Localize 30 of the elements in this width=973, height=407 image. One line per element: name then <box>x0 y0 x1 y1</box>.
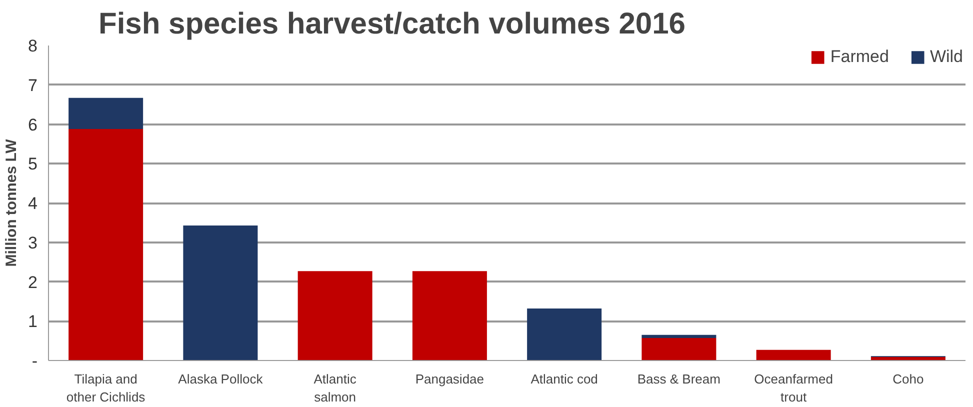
x-tick-label: Atlantic cod <box>530 372 598 386</box>
x-tick-label: Bass & Bream <box>637 372 720 386</box>
bar <box>183 225 258 360</box>
bar <box>642 334 716 338</box>
x-tick-label: Tilapia and other Cichlids <box>66 372 146 404</box>
chart-title: Fish species harvest/catch volumes 2016 <box>98 8 686 40</box>
x-tick-label: Pangasidae <box>415 372 484 386</box>
bar <box>298 271 372 360</box>
y-tick-label: 7 <box>28 76 38 95</box>
y-tick-label: 2 <box>28 272 38 292</box>
legend-label: Farmed <box>830 47 889 67</box>
legend-label: Wild <box>930 47 963 67</box>
bar <box>756 350 831 360</box>
bar <box>412 271 487 360</box>
y-tick-label: 1 <box>28 312 38 332</box>
x-tick-label: Alaska Pollock <box>178 372 264 386</box>
bar <box>527 308 602 360</box>
y-tick-label: - <box>32 352 38 370</box>
bar <box>68 128 144 360</box>
x-tick-label: Oceanfarmed trout <box>754 372 833 404</box>
bar <box>642 338 716 360</box>
y-tick-label: 3 <box>28 233 38 252</box>
y-axis-title: Million tonnes LW <box>3 138 20 267</box>
x-tick-label: Coho <box>892 372 924 386</box>
y-tick-label: 6 <box>28 115 38 134</box>
y-tick-label: 8 <box>28 36 38 56</box>
x-tick-label: Atlantic salmon <box>314 372 357 404</box>
y-tick-label: 4 <box>28 194 38 213</box>
bar <box>68 98 144 129</box>
y-tick-label: 5 <box>28 154 38 174</box>
